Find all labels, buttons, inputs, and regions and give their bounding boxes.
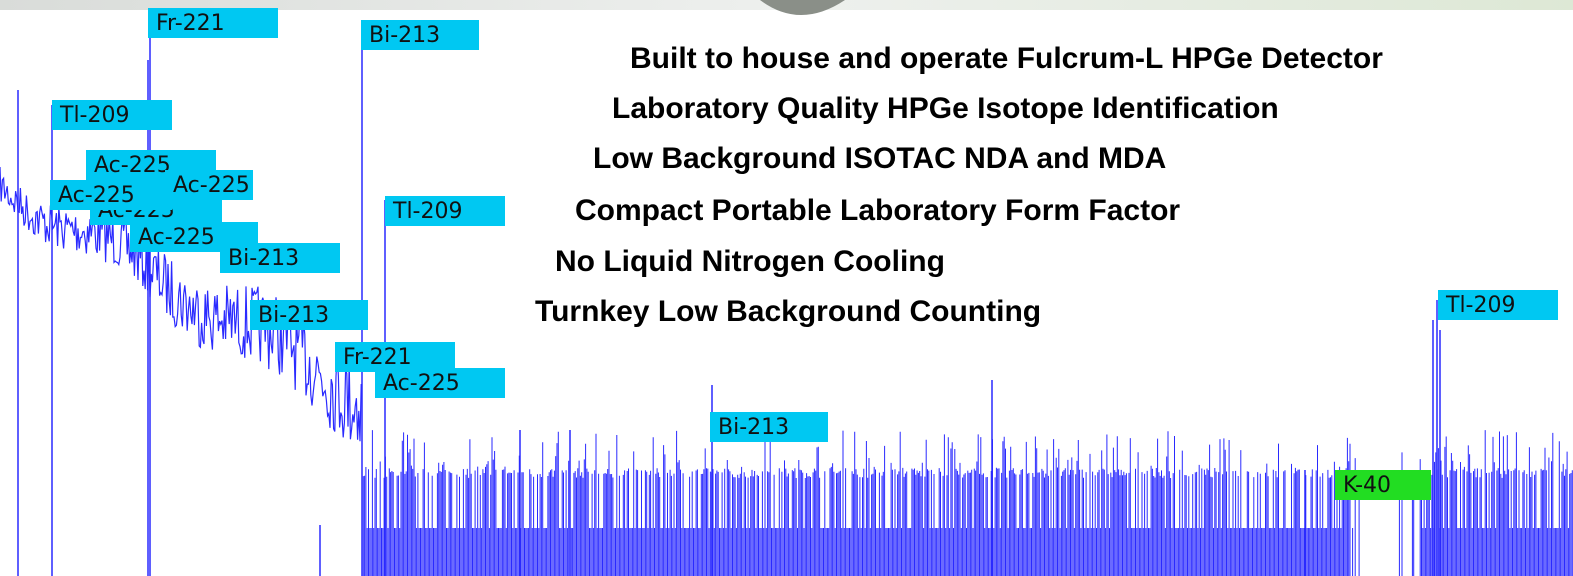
peak-label: Ac-225 — [94, 153, 171, 178]
feature-line: Compact Portable Laboratory Form Factor — [575, 194, 1180, 227]
peak-label: Bi-213 — [369, 23, 440, 48]
peak-label-box — [361, 20, 479, 50]
peak-labels: Fr-221 Bi-213Tl-209Ac-225Ac-225Ac-225Ac-2… — [50, 8, 1558, 500]
peak-label-box — [375, 368, 505, 398]
feature-list: Built to house and operate Fulcrum-L HPG… — [535, 42, 1383, 328]
peak-label-box — [1335, 470, 1431, 500]
peak-label: Bi-213 — [228, 246, 299, 271]
peak-label: Ac-225 — [173, 173, 250, 198]
peak-label-box — [50, 180, 172, 210]
feature-line: Turnkey Low Background Counting — [535, 295, 1041, 328]
peak-label-box — [710, 412, 828, 442]
peak-label: K-40 — [1343, 473, 1391, 498]
peak-label: Bi-213 — [718, 415, 789, 440]
peak-label: Tl-209 — [392, 199, 462, 224]
logo-fragment — [760, 0, 845, 15]
peak-label-box — [335, 342, 455, 372]
peak-label-box — [250, 300, 368, 330]
spectrum-trace — [0, 15, 1573, 576]
peak-label-box — [220, 243, 340, 273]
feature-line: Low Background ISOTAC NDA and MDA — [593, 142, 1166, 175]
peak-label: Tl-209 — [1445, 293, 1515, 318]
peak-label-box — [385, 196, 505, 226]
feature-line: No Liquid Nitrogen Cooling — [555, 245, 945, 278]
peak-label: Ac-225 — [58, 183, 135, 208]
peak-label: Ac-225 — [383, 371, 460, 396]
feature-line: Built to house and operate Fulcrum-L HPG… — [630, 42, 1383, 75]
peak-label-box — [52, 100, 172, 130]
peak-label: Fr-221 — [343, 345, 412, 370]
peak-label-box — [1438, 290, 1558, 320]
feature-line: Laboratory Quality HPGe Isotope Identifi… — [612, 92, 1279, 125]
peak-label: Ac-225 — [138, 225, 215, 250]
trace-high-energy — [361, 430, 1573, 576]
peak-label: Tl-209 — [59, 103, 129, 128]
peak-label-box — [148, 8, 278, 38]
peak-label: Bi-213 — [258, 303, 329, 328]
peak-label: Fr-221 — [156, 11, 225, 36]
